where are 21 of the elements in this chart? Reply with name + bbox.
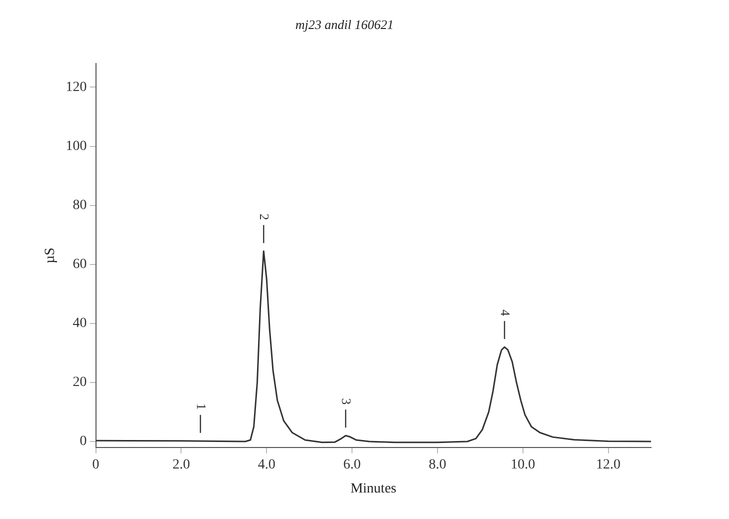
x-axis-title: Minutes [350,481,396,496]
y-tick-label: 40 [72,316,87,332]
x-tick-label: 2.0 [172,457,190,472]
annotation: 1 [194,403,210,410]
chart-title: mj23 andil 160621 [295,17,394,32]
x-tick-label: 8.0 [428,457,446,472]
y-tick-label: 60 [72,257,87,272]
y-tick-label: 80 [72,198,87,213]
y-tick-label: 20 [72,375,87,390]
x-tick-label: 6.0 [343,457,361,472]
y-axis-title: µS [43,248,58,264]
x-tick-label: 0 [92,457,100,472]
annotation: 3 [339,398,354,405]
x-tick-label: 10.0 [510,457,536,472]
annotation: 4 [498,310,514,317]
y-tick-label: 100 [66,138,87,154]
x-tick-label: 4.0 [258,457,276,472]
y-tick-label: 0 [80,434,87,450]
annotation: 2 [257,214,272,220]
y-tick-label: 120 [66,80,87,95]
x-tick-label: 12.0 [596,457,621,472]
